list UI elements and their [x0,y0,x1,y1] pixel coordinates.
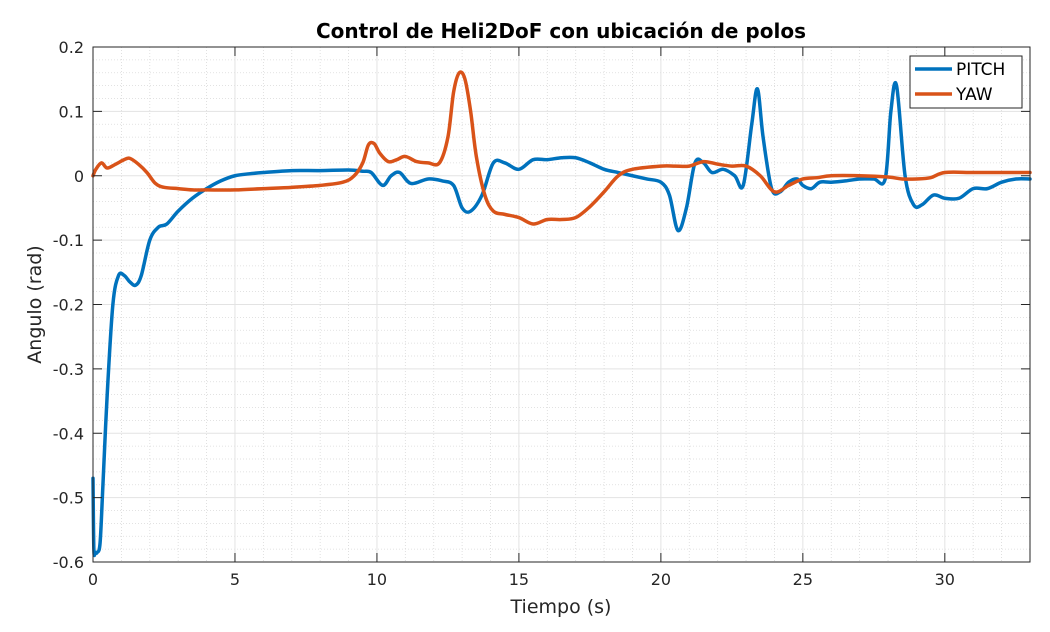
y-tick-label: 0.2 [59,38,84,57]
series-layer [91,70,1032,558]
series-line-pitch [91,81,1032,558]
x-tick-label: 0 [88,570,98,589]
legend-label-pitch: PITCH [956,60,1005,80]
legend: PITCH YAW [909,55,1023,109]
minor-grid [93,47,1031,562]
major-grid [92,46,1030,563]
x-tick-label: 20 [651,570,671,589]
x-tick-label: 5 [230,570,240,589]
legend-label-yaw: YAW [955,85,993,105]
x-tick-label: 15 [509,570,529,589]
x-tick-label: 25 [793,570,813,589]
y-tick-label: -0.2 [53,296,84,315]
chart-title: Control de Heli2DoF con ubicación de pol… [316,19,806,43]
y-tick-label: -0.5 [53,489,84,508]
y-tick-labels: -0.6 -0.5 -0.4 -0.3 -0.2 -0.1 0 0.1 0.2 [53,38,84,572]
axis-ticks [92,46,1030,563]
y-axis-label: Angulo (rad) [24,245,46,363]
y-tick-label: -0.6 [53,553,84,572]
x-axis-label: Tiempo (s) [510,596,612,618]
y-tick-label: -0.1 [53,231,84,250]
x-tick-labels: 0 5 10 15 20 25 30 [88,570,955,589]
x-tick-label: 30 [935,570,955,589]
y-tick-label: -0.3 [53,360,84,379]
series-line-yaw [91,70,1032,226]
y-tick-label: -0.4 [53,424,84,443]
legend-box [909,55,1023,109]
x-tick-label: 10 [367,570,387,589]
y-tick-label: 0 [74,167,84,186]
y-tick-label: 0.1 [59,102,84,121]
